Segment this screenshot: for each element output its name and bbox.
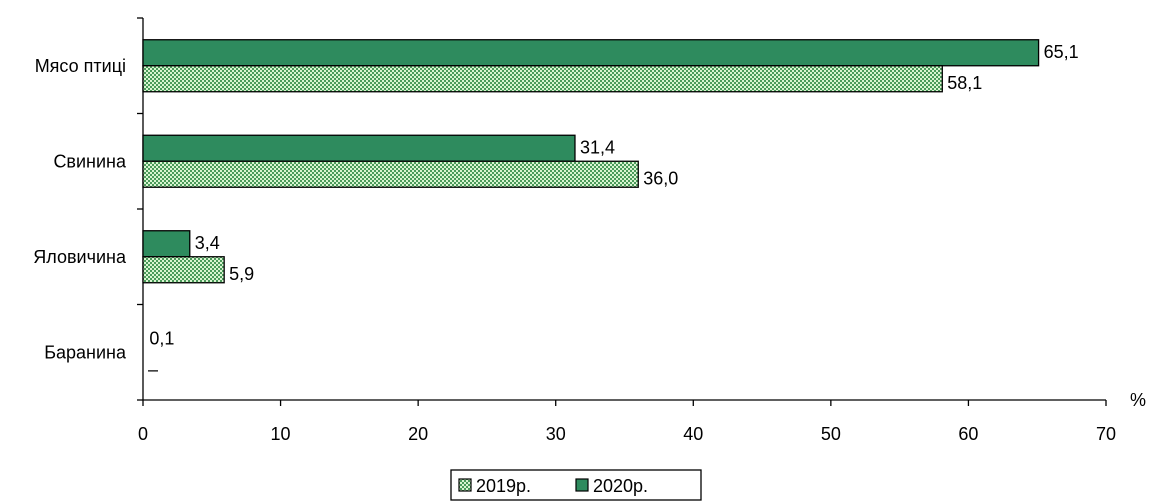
bar-2020 — [142, 134, 576, 162]
legend-swatch-2020 — [575, 478, 589, 492]
legend: 2019р. 2020р. — [450, 469, 702, 501]
category-label: Свинина — [53, 151, 127, 171]
category-label: Мясо птиці — [35, 56, 126, 76]
legend-swatch-2019 — [458, 478, 472, 492]
legend-label-2020: 2020р. — [593, 476, 648, 496]
bar-2020 — [142, 39, 1040, 67]
x-tick-label: 20 — [408, 424, 428, 444]
data-labels: 65,1 58,1 31,4 36,0 3,4 5,9 0,1 – — [148, 42, 1079, 380]
bar-2020 — [142, 230, 191, 258]
x-unit-label: % — [1130, 390, 1146, 410]
bars — [142, 39, 1040, 284]
data-label-2020: 31,4 — [580, 137, 615, 157]
data-label-2019: 58,1 — [947, 73, 982, 93]
x-tick-label: 70 — [1096, 424, 1116, 444]
data-label-2019: 36,0 — [643, 168, 678, 188]
x-tick-label: 60 — [958, 424, 978, 444]
data-label-2020: 0,1 — [149, 328, 174, 348]
data-label-2019: 5,9 — [229, 264, 254, 284]
x-tick-label: 40 — [683, 424, 703, 444]
data-label-2019: – — [148, 359, 158, 379]
legend-label-2019: 2019р. — [476, 476, 531, 496]
category-label: Баранина — [44, 342, 127, 362]
legend-box — [450, 469, 702, 501]
bar-2019 — [142, 256, 225, 284]
x-tick-label: 10 — [271, 424, 291, 444]
axes: 0 10 20 30 40 50 60 70% Мясо птиці Свинина Яловичи… — [33, 17, 1146, 444]
x-tick-label: 0 — [138, 424, 148, 444]
bar-2019 — [142, 160, 639, 188]
data-label-2020: 65,1 — [1044, 42, 1079, 62]
category-label: Яловичина — [33, 247, 127, 267]
x-tick-label: 30 — [546, 424, 566, 444]
data-label-2020: 3,4 — [195, 233, 220, 253]
x-tick-label: 50 — [821, 424, 841, 444]
bar-2019 — [142, 65, 943, 93]
